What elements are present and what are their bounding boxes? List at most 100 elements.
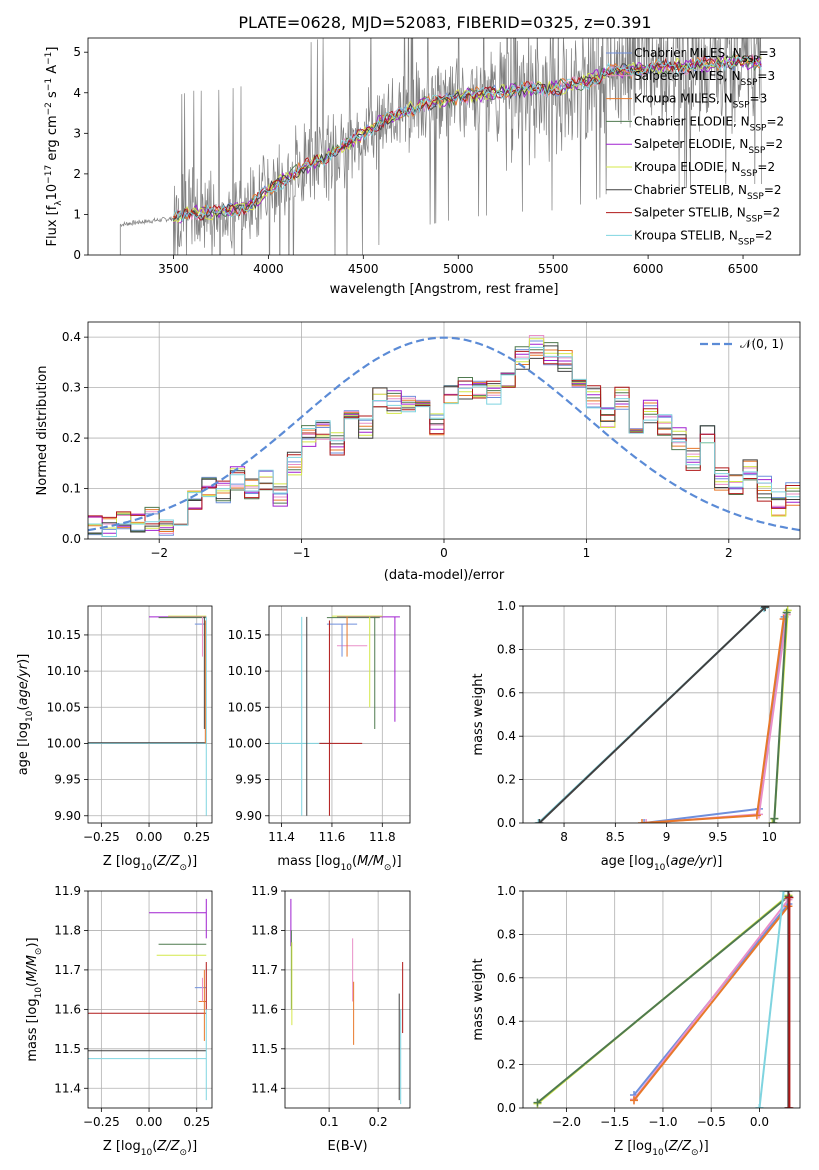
figure-title: PLATE=0628, MJD=52083, FIBERID=0325, z=0… — [238, 13, 651, 32]
label-part: Normed distribution — [35, 366, 50, 496]
y-tick-label: 0.3 — [62, 381, 81, 395]
y-tick-label: 0.6 — [497, 971, 516, 985]
legend-text: Kroupa ELODIE, N — [634, 160, 741, 174]
legend-sub: SSP — [746, 215, 763, 225]
x-tick-label: −1.5 — [600, 1115, 629, 1129]
y-tick-label: 0.8 — [497, 642, 516, 656]
legend-sub: SSP — [747, 192, 764, 202]
x-tick-label: 2 — [725, 546, 733, 560]
panel-age-vs-mass: 11.4 11.6 11.8 9.90 9.95 10.00 10.05 10.10 10.15… — [228, 605, 411, 873]
y-tick-label: 11.9 — [251, 884, 278, 898]
x-tick-label: 0.1 — [320, 1115, 339, 1129]
label-part: 10 — [341, 863, 353, 873]
label-part: Z [log — [103, 1139, 141, 1154]
label-part: )] — [712, 854, 722, 869]
label-part: −1 — [44, 78, 54, 91]
weight-marker — [779, 891, 788, 895]
y-tick-label: 11.9 — [54, 884, 81, 898]
y-axis-label: mass weight — [471, 958, 486, 1040]
y-tick-label: 1 — [73, 207, 81, 221]
x-axis-label: Z [log10(Z/Z⊙)] — [103, 854, 197, 873]
x-tick-label: −0.25 — [83, 1115, 120, 1129]
x-tick-label: 9.5 — [708, 830, 727, 844]
x-tick-label: 0.00 — [136, 1115, 163, 1129]
y-tick-label: 0.2 — [62, 431, 81, 445]
y-tick-label: 9.90 — [235, 809, 262, 823]
label-part: age [log — [16, 722, 31, 775]
x-tick-label: −2 — [150, 546, 168, 560]
weight-marker — [755, 1104, 764, 1108]
y-tick-label: 0.8 — [497, 927, 516, 941]
y-tick-label: 10.00 — [47, 736, 81, 750]
legend-label: Kroupa STELIB, NSSP=2 — [634, 228, 772, 247]
x-tick-label: 0.2 — [369, 1115, 388, 1129]
legend-suffix: =2 — [757, 160, 775, 174]
legend-suffix: =2 — [763, 206, 781, 220]
panel-weight-vs-Z: −2.0 −1.5 −1.0 −0.5 0.0 0.0 0.2 0.4 0.6 0.8 1.0 Z [… — [471, 884, 801, 1158]
x-tick-label: 10 — [762, 830, 777, 844]
axes-frame — [522, 890, 801, 1109]
label-part: A — [45, 65, 60, 78]
weight-marker — [785, 893, 794, 902]
legend-label: Salpeter MILES, NSSP=3 — [634, 69, 775, 88]
weight-marker — [785, 1104, 794, 1108]
label-part: mass [log — [277, 854, 340, 869]
label-part: )] — [391, 854, 401, 869]
label-part: ⊙ — [179, 1148, 187, 1158]
weight-marker — [768, 819, 777, 823]
weight-marker — [640, 819, 649, 823]
x-axis-label: Z [log10(Z/Z⊙)] — [103, 1139, 197, 1158]
label-part: (data-model)/error — [384, 568, 505, 583]
label-part: age [log — [601, 854, 654, 869]
legend-suffix: =2 — [765, 137, 783, 151]
y-tick-label: 4 — [73, 86, 81, 100]
y-tick-label: 10.00 — [228, 736, 262, 750]
x-tick-label: 3500 — [158, 262, 189, 276]
label-part: 10 — [25, 710, 35, 722]
x-tick-label: 0 — [440, 546, 448, 560]
label-part: )] — [16, 654, 31, 664]
weight-marker — [769, 819, 778, 823]
legend-text: Kroupa STELIB, N — [634, 228, 738, 242]
legend-text: Salpeter MILES, N — [634, 69, 741, 83]
legend-sub: SSP — [741, 78, 758, 88]
label-part: Z/Z — [156, 854, 180, 869]
y-tick-label: 0.2 — [497, 1058, 516, 1072]
y-tick-label: 9.95 — [54, 773, 81, 787]
label-part: ⊙ — [179, 863, 187, 873]
label-part: )] — [699, 1139, 709, 1154]
y-axis-label: age [log10(age/yr)] — [16, 654, 35, 776]
legend-sub: SSP — [750, 123, 767, 133]
label-part: mass [log — [25, 998, 40, 1061]
y-tick-label: 11.8 — [251, 923, 278, 937]
y-axis-label: mass [log10(M/M⊙)] — [25, 937, 44, 1061]
legend-label: Salpeter ELODIE, NSSP=2 — [634, 137, 783, 156]
x-tick-label: 11.4 — [268, 830, 295, 844]
weight-marker — [535, 819, 544, 823]
axes-frame — [87, 890, 213, 1109]
label-part: ( — [152, 854, 157, 869]
y-axis-label: mass weight — [471, 673, 486, 755]
y-tick-label: 0.4 — [497, 1014, 516, 1028]
model-line — [172, 56, 762, 222]
legend-text: Chabrier ELODIE, N — [634, 114, 750, 128]
x-axis-label: wavelength [Angstrom, rest frame] — [330, 282, 559, 297]
y-tick-label: 0.0 — [497, 1101, 516, 1115]
legend-label: Chabrier STELIB, NSSP=2 — [634, 183, 782, 202]
label-part: 10 — [654, 863, 666, 873]
y-tick-label: 0.1 — [62, 482, 81, 496]
y-tick-label: 11.8 — [54, 923, 81, 937]
label-part: age/yr — [16, 662, 31, 705]
axes-frame — [268, 605, 411, 824]
legend-suffix: =2 — [764, 183, 782, 197]
legend-label: Kroupa ELODIE, NSSP=2 — [634, 160, 775, 179]
y-axis-label: Flux [fλ10−17 erg cm−2 s−1 A−1] — [44, 47, 64, 247]
legend-suffix: =2 — [766, 114, 784, 128]
axes-frame — [87, 605, 213, 824]
gaussian-curve — [88, 336, 800, 532]
y-tick-label: 10.15 — [228, 628, 262, 642]
x-tick-label: 6500 — [728, 262, 759, 276]
label-part: −17 — [44, 165, 54, 184]
y-tick-label: 0.0 — [62, 532, 81, 546]
